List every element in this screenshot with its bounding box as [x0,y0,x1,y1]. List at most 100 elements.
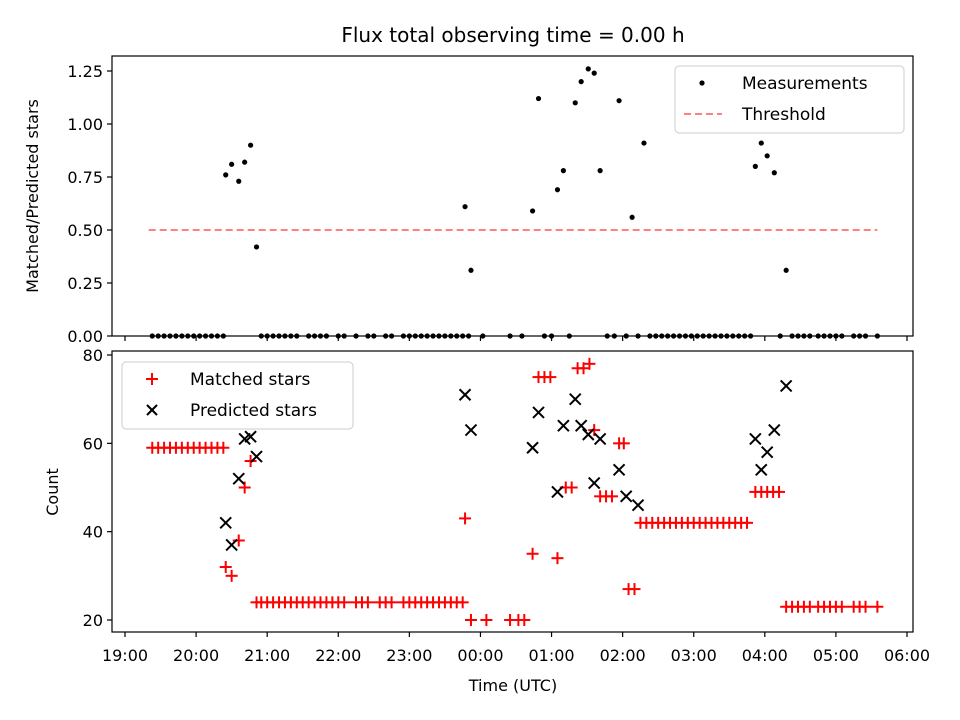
predicted-star-point [526,441,539,454]
top-legend: Measurements Threshold [674,65,905,134]
measurement-point [253,244,260,250]
predicted-star-point [755,463,768,477]
bottom-legend-box [121,361,354,430]
matched-star-point [617,437,630,450]
matched-star-point [480,614,493,626]
x-axis-label: Time (UTC) [468,676,557,695]
bottom-legend: Matched stars Predicted stars [121,361,354,430]
predicted-star-point [458,388,472,401]
measurement-point [236,178,242,184]
matched-star-point [456,596,469,609]
measurement-point [578,79,584,85]
matched-star-point [464,614,477,626]
measurement-point [529,208,536,214]
measurement-point [229,161,235,167]
matched-star-point [773,485,786,498]
measurement-point [554,187,561,193]
matched-star-point [741,516,754,529]
matched-star-point [459,512,472,525]
chart-title: Flux total observing time = 0.00 h [341,23,684,47]
matched-star-point [565,481,578,494]
measurement-point [560,168,566,174]
measurement-point [591,70,597,76]
predicted-star-point [631,498,645,512]
measurement-point [247,142,254,148]
bottom-y-tick-label: 40 [83,523,103,542]
x-tick-label: 23:00 [386,646,432,665]
predicted-star-point [532,406,545,419]
measurement-point [771,170,777,176]
matched-star-point [628,583,641,596]
matched-star-point [583,357,596,370]
measurement-point [764,153,770,159]
measurement-point [223,172,229,178]
bottom-y-tick-label: 80 [83,346,103,365]
measurement-point [752,163,758,169]
predicted-star-point [619,490,633,503]
matched-star-point [217,441,230,454]
legend-measurements-label: Measurements [742,74,868,94]
measurement-point [242,159,248,165]
measurement-point [585,66,591,72]
predicted-star-point [582,428,595,441]
top-y-tick-label: 0.50 [67,221,103,240]
matched-star-point [526,547,539,560]
predicted-star-point [219,516,232,530]
measurement-point [758,140,764,146]
matched-star-point [219,561,232,573]
predicted-star-point [250,450,263,463]
x-tick-label: 00:00 [457,646,503,665]
predicted-star-point [225,538,238,552]
measurement-point [462,204,468,210]
predicted-star-point [464,423,478,437]
predicted-star-point [749,432,762,446]
x-tick-label: 06:00 [884,646,930,665]
flux-panel: Flux total observing time = 0.00 h 0.00 0… [23,23,914,346]
matched-star-point [605,490,618,503]
predicted-star-point [779,379,793,393]
x-tick-label: 01:00 [528,646,574,665]
bottom-axes: 20 40 60 80 19:00 20:00 21:00 22:00 23:00 00:00 01… [83,346,930,665]
legend-threshold-label: Threshold [741,105,826,125]
x-tick-label: 03:00 [671,646,717,665]
x-tick-label: 22:00 [315,646,361,665]
measurement-point [641,140,647,146]
count-panel: 20 40 60 80 19:00 20:00 21:00 22:00 23:00 00:00 01… [43,346,930,695]
top-y-axis-label: Matched/Predicted stars [23,99,42,293]
predicted-star-point [587,476,601,490]
predicted-star-point [569,392,582,406]
top-y-tick-label: 0.00 [67,327,103,346]
x-tick-label: 21:00 [244,646,290,665]
matched-star-point [385,596,398,609]
matched-star-point [551,552,564,565]
predicted-star-point [612,463,626,477]
matched-star-point [361,596,374,609]
measurement-point [572,100,578,106]
top-y-tick-label: 0.75 [67,168,103,187]
legend-matched-marker [146,373,158,385]
top-axes: 0.00 0.25 0.50 0.75 1.00 1.25 [67,62,908,346]
legend-predicted-marker [146,404,158,416]
measurement-point [616,98,622,104]
top-marks [148,66,880,339]
predicted-star-point [557,419,570,432]
predicted-star-point [593,432,607,446]
top-plot-frame [111,55,914,337]
top-y-tick-label: 1.00 [67,115,103,134]
top-y-tick-label: 1.25 [67,62,103,81]
x-tick-label: 20:00 [173,646,219,665]
matched-star-point [338,596,351,609]
matched-star-point [544,371,557,384]
matched-star-point [859,600,872,613]
x-tick-label: 02:00 [600,646,646,665]
matched-star-point [225,569,238,582]
top-legend-box [674,65,905,134]
measurement-point [468,267,474,273]
predicted-star-point [244,430,257,443]
x-tick-label: 19:00 [102,646,148,665]
bottom-y-tick-label: 20 [83,611,103,630]
measurement-point [629,214,635,220]
predicted-star-point [551,485,564,499]
legend-predicted-label: Predicted stars [190,401,317,421]
